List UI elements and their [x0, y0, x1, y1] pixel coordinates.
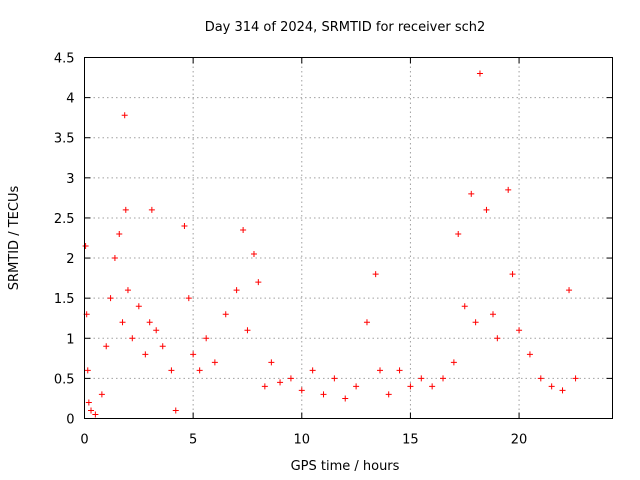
data-point: [377, 367, 384, 374]
data-point: [372, 271, 379, 278]
y-tick-label: 3: [66, 172, 74, 187]
data-point: [116, 230, 123, 237]
data-point: [440, 375, 447, 382]
data-point: [287, 375, 294, 382]
data-point: [121, 112, 128, 119]
data-point: [240, 226, 247, 233]
x-tick-label: 0: [80, 433, 88, 448]
data-point: [153, 327, 160, 334]
data-point: [148, 206, 155, 213]
data-point: [526, 351, 533, 358]
data-point: [85, 399, 92, 406]
data-point: [268, 359, 275, 366]
y-tick-label: 2: [66, 252, 74, 267]
chart-title: Day 314 of 2024, SRMTID for receiver sch…: [205, 20, 486, 35]
data-point: [107, 295, 114, 302]
y-tick-label: 0.5: [54, 372, 75, 387]
data-point: [185, 295, 192, 302]
data-point: [548, 383, 555, 390]
data-point: [298, 387, 305, 394]
data-point: [88, 407, 95, 414]
data-point: [509, 271, 516, 278]
data-point: [363, 319, 370, 326]
y-tick-labels: 0 0.5 1 1.5 2 2.5 3 3.5 4 4.5: [54, 52, 75, 428]
data-point: [516, 327, 523, 334]
data-point: [572, 375, 579, 382]
data-point: [181, 222, 188, 229]
data-point: [494, 335, 501, 342]
data-point: [472, 319, 479, 326]
data-point: [461, 303, 468, 310]
data-point: [142, 351, 149, 358]
axis-ticks: [84, 57, 613, 419]
data-point: [119, 319, 126, 326]
data-point: [222, 311, 229, 318]
data-point: [320, 391, 327, 398]
data-point: [159, 343, 166, 350]
data-point: [309, 367, 316, 374]
data-point: [385, 391, 392, 398]
data-point: [146, 319, 153, 326]
data-point: [537, 375, 544, 382]
data-point: [483, 206, 490, 213]
x-axis-title: GPS time / hours: [291, 459, 400, 474]
data-point: [468, 190, 475, 197]
x-tick-label: 15: [402, 433, 419, 448]
data-point: [331, 375, 338, 382]
data-point: [124, 287, 131, 294]
data-point: [98, 391, 105, 398]
data-point: [122, 206, 129, 213]
x-tick-label: 20: [511, 433, 528, 448]
data-point: [277, 379, 284, 386]
y-tick-label: 3.5: [54, 132, 75, 147]
data-point: [103, 343, 110, 350]
data-point: [489, 311, 496, 318]
x-tick-label: 5: [189, 433, 197, 448]
data-point: [418, 375, 425, 382]
data-point: [84, 367, 91, 374]
data-point: [233, 287, 240, 294]
data-point: [450, 359, 457, 366]
data-point: [111, 255, 118, 262]
data-point: [244, 327, 251, 334]
data-point: [250, 251, 257, 258]
y-tick-label: 0: [66, 413, 74, 428]
y-tick-label: 1.5: [54, 292, 75, 307]
x-tick-labels: 0 5 10 15 20: [80, 433, 527, 448]
y-tick-label: 2.5: [54, 212, 75, 227]
data-point: [455, 230, 462, 237]
data-point: [255, 279, 262, 286]
data-point: [505, 186, 512, 193]
data-points: [82, 70, 579, 418]
plot-frame: [84, 57, 613, 419]
data-point: [196, 367, 203, 374]
grid-layer: [84, 57, 613, 419]
x-tick-label: 10: [294, 433, 311, 448]
data-point: [211, 359, 218, 366]
data-point: [172, 407, 179, 414]
y-tick-label: 4.5: [54, 52, 75, 67]
y-tick-label: 4: [66, 92, 74, 107]
data-point: [476, 70, 483, 77]
data-point: [429, 383, 436, 390]
data-point: [566, 287, 573, 294]
data-point: [190, 351, 197, 358]
data-point: [407, 383, 414, 390]
data-point: [261, 383, 268, 390]
y-tick-label: 1: [66, 332, 74, 347]
data-point: [92, 411, 99, 418]
data-point: [203, 335, 210, 342]
data-point: [168, 367, 175, 374]
data-point: [129, 335, 136, 342]
data-point: [135, 303, 142, 310]
data-point: [82, 243, 89, 250]
data-point: [559, 387, 566, 394]
y-axis-title: SRMTID / TECUs: [7, 186, 22, 291]
data-point: [396, 367, 403, 374]
data-point: [353, 383, 360, 390]
data-point: [342, 395, 349, 402]
